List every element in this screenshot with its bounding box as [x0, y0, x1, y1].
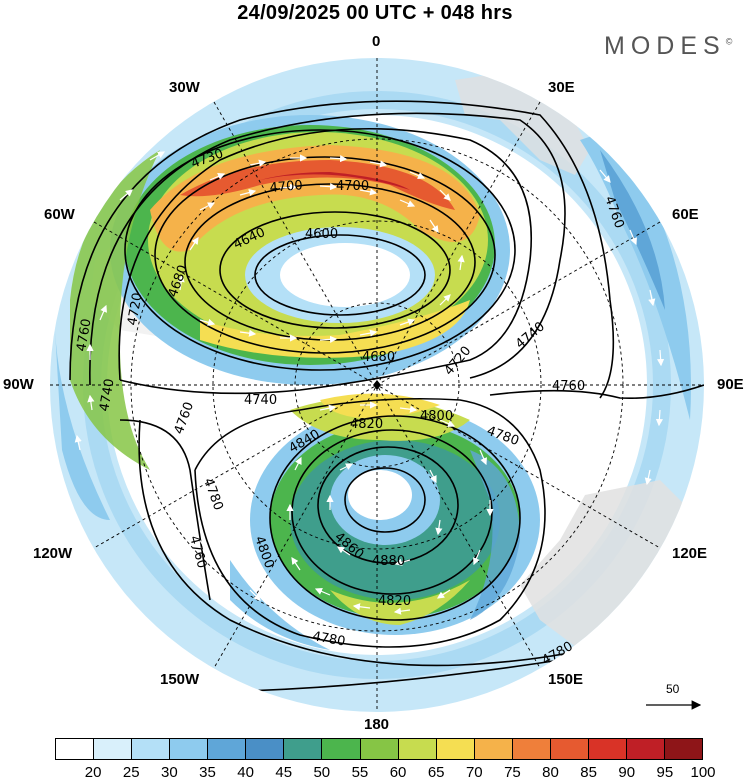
colorbar-swatch	[94, 739, 133, 759]
colorbar-tick-label: 20	[84, 764, 102, 781]
lon-label-0: 0	[372, 33, 381, 50]
colorbar-swatch	[208, 739, 247, 759]
lon-label-30w: 30W	[169, 79, 200, 96]
colorbar-tick-label: 90	[618, 764, 636, 781]
colorbar-swatch	[512, 739, 551, 759]
colorbar-tick-label: 65	[427, 764, 445, 781]
lon-label-90w: 90W	[3, 376, 34, 393]
colorbar-swatch	[626, 739, 665, 759]
colorbar-tick-label: 35	[199, 764, 216, 781]
colorbar-tick-label: 100	[690, 764, 716, 781]
contour-label: 4740	[97, 377, 118, 412]
colorbar-tick-label: 45	[275, 764, 293, 781]
colorbar-tick-label: 80	[542, 764, 559, 781]
colorbar	[55, 738, 703, 760]
pole-marker	[373, 380, 381, 390]
contour-label: 4600	[305, 227, 338, 242]
colorbar-swatch	[550, 739, 589, 759]
contour-label: 4700	[336, 179, 369, 194]
lon-label-120w: 120W	[33, 545, 73, 562]
lon-label-180: 180	[364, 716, 390, 733]
colorbar-tick-label: 95	[656, 764, 674, 781]
colorbar-tick-label: 55	[351, 764, 369, 781]
colorbar-tick-label: 60	[389, 764, 407, 781]
lon-label-120e: 120E	[672, 545, 708, 562]
colorbar-swatch	[246, 739, 285, 759]
contour-label: 4820	[350, 417, 383, 432]
contour-label: 4700	[269, 178, 303, 196]
lon-label-150w: 150W	[160, 671, 200, 688]
colorbar-swatch	[56, 739, 95, 759]
wind-vectors	[74, 151, 665, 615]
lon-label-90e: 90E	[717, 376, 744, 393]
colorbar-swatch	[665, 739, 703, 759]
colorbar-ticks: 20 25 30 35 40 45 50 55 60 65 70 75 80 85 90 95 100	[55, 764, 716, 782]
contour-label: 4880	[372, 554, 405, 569]
contour-label: 4820	[378, 594, 411, 609]
colorbar-swatch	[398, 739, 437, 759]
height-contours	[69, 100, 704, 693]
contour-label: 4800	[420, 409, 453, 424]
colorbar-tick-label: 30	[161, 764, 178, 781]
map-title: 24/09/2025 00 UTC + 048 hrs	[237, 2, 513, 24]
colorbar-swatch	[360, 739, 399, 759]
colorbar-tick-label: 85	[580, 764, 597, 781]
lon-label-60e: 60E	[672, 206, 699, 223]
colorbar-swatch	[322, 739, 361, 759]
contour-label: 4680	[362, 350, 395, 365]
contour-label: 4720	[125, 291, 146, 326]
brand-mark: ©	[725, 36, 733, 47]
contour-label: 4740	[244, 393, 277, 408]
colorbar-tick-label: 50	[313, 764, 331, 781]
brand-logo: MODES©	[604, 32, 732, 61]
brand-name: MODES	[604, 32, 726, 60]
colorbar-swatch	[284, 739, 323, 759]
colorbar-swatch	[436, 739, 475, 759]
colorbar-swatch	[588, 739, 627, 759]
contour-label: 4780	[311, 629, 346, 650]
colorbar-swatch	[474, 739, 513, 759]
contour-label: 4760	[74, 317, 95, 352]
lon-label-60w: 60W	[44, 206, 75, 223]
colorbar-tick-label: 75	[504, 764, 521, 781]
colorbar-swatch	[132, 739, 171, 759]
lon-label-150e: 150E	[548, 671, 584, 688]
colorbar-swatch	[170, 739, 209, 759]
reference-vector-label: 50	[666, 682, 680, 696]
lon-label-30e: 30E	[548, 79, 575, 96]
colorbar-tick-label: 70	[465, 764, 483, 781]
colorbar-tick-label: 40	[237, 764, 254, 781]
colorbar-tick-label: 25	[122, 764, 140, 781]
contour-label: 4760	[552, 379, 585, 394]
